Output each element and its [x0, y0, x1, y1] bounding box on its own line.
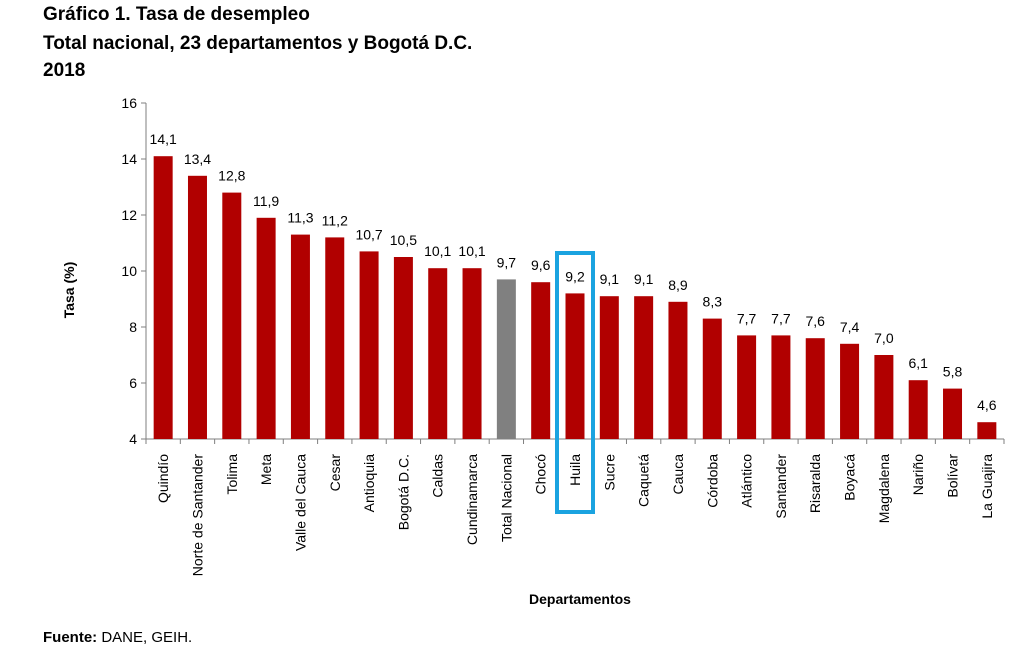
source-text: DANE, GEIH.: [97, 629, 193, 646]
data-label: 9,2: [565, 268, 585, 284]
bar: [599, 296, 619, 439]
data-label: 7,4: [840, 319, 860, 335]
highlight-box: [555, 251, 595, 514]
y-axis-title: Tasa (%): [61, 262, 77, 319]
category-label: Sucre: [601, 454, 617, 491]
data-label: 10,1: [458, 243, 485, 259]
bar: [943, 388, 963, 439]
bar: [702, 318, 722, 439]
y-axis: 4 6 8 10 12 14 16: [121, 95, 147, 447]
data-labels: 14,1 13,4 12,8 11,9 11,3 11,2 10,7 10,5 10,1 10,1…: [150, 131, 997, 413]
category-label: Total Nacional: [498, 454, 514, 542]
category-label: Magdalena: [876, 454, 892, 523]
bar: [496, 279, 516, 439]
category-label: Bolívar: [945, 454, 961, 498]
data-label: 8,3: [703, 294, 723, 310]
bar: [187, 175, 207, 440]
data-label: 11,3: [287, 210, 313, 226]
data-label: 10,7: [355, 226, 382, 242]
bar: [805, 338, 825, 439]
bar: [359, 251, 379, 439]
bar: [668, 301, 688, 439]
bar: [290, 234, 310, 439]
data-label: 10,1: [424, 243, 451, 259]
chart-title-line-1: Gráfico 1. Tasa de desempleo: [43, 4, 310, 25]
chart-title-line-3: 2018: [43, 60, 86, 81]
data-label: 9,7: [497, 254, 517, 270]
bar: [874, 355, 894, 439]
category-label: Cauca: [670, 454, 686, 495]
category-label: Chocó: [533, 454, 549, 495]
data-label: 5,8: [943, 364, 963, 380]
bar: [153, 156, 173, 439]
data-label: 9,1: [634, 271, 654, 287]
y-tick-label: 6: [129, 375, 137, 391]
y-tick-label: 4: [129, 431, 137, 447]
bar: [840, 343, 860, 439]
data-label: 6,1: [908, 355, 928, 371]
data-label: 11,2: [322, 212, 348, 228]
category-label: La Guajira: [979, 454, 995, 519]
category-label: Cundinamarca: [464, 454, 480, 545]
x-axis-title: Departamentos: [529, 591, 631, 607]
bar: [771, 335, 791, 439]
bar: [977, 422, 997, 439]
category-label: Caldas: [430, 454, 446, 498]
data-label: 7,7: [737, 310, 757, 326]
chart-title-line-2: Total nacional, 23 departamentos y Bogot…: [43, 33, 473, 54]
data-label: 8,9: [668, 277, 688, 293]
data-label: 14,1: [150, 131, 177, 147]
data-label: 12,8: [218, 168, 245, 184]
y-tick-label: 16: [121, 95, 137, 111]
data-label: 7,7: [771, 310, 791, 326]
source-note: Fuente: DANE, GEIH.: [43, 629, 192, 646]
category-label: Valle del Cauca: [292, 454, 308, 551]
category-label: Quindío: [155, 454, 171, 503]
bar: [634, 296, 654, 439]
category-label: Cesar: [327, 454, 343, 492]
y-tick-label: 10: [121, 263, 137, 279]
bar: [256, 217, 276, 439]
x-axis: [145, 438, 1005, 444]
data-label: 4,6: [977, 397, 997, 413]
category-label: Meta: [258, 454, 274, 485]
data-label: 7,0: [874, 330, 894, 346]
data-label: 10,5: [390, 232, 417, 248]
category-label: Córdoba: [704, 454, 720, 508]
bars: [153, 156, 997, 440]
data-label: 13,4: [184, 151, 211, 167]
bar: [737, 335, 757, 439]
source-label: Fuente:: [43, 629, 98, 646]
bar: [325, 237, 345, 439]
category-label: Boyacá: [842, 454, 858, 501]
bar: [428, 268, 448, 439]
y-tick-label: 12: [121, 207, 137, 223]
bar: [565, 293, 585, 439]
category-label: Caquetá: [636, 454, 652, 507]
y-tick-label: 14: [121, 151, 137, 167]
data-label: 11,9: [253, 193, 279, 209]
bar: [908, 380, 928, 439]
bar: [393, 257, 413, 439]
category-label: Norte de Santander: [189, 454, 205, 577]
data-label: 9,1: [600, 271, 620, 287]
data-label: 9,6: [531, 257, 551, 273]
data-label: 7,6: [806, 313, 826, 329]
y-tick-label: 8: [129, 319, 137, 335]
bar: [531, 282, 551, 439]
category-label: Nariño: [910, 454, 926, 495]
bar: [222, 192, 242, 439]
category-label: Risaralda: [807, 454, 823, 513]
category-labels: Quindío Norte de Santander Tolima Meta Valle…: [155, 454, 995, 577]
category-label: Tolima: [224, 454, 240, 495]
category-label: Bogotá D.C.: [395, 454, 411, 530]
bar: [462, 268, 482, 439]
category-label: Huila: [567, 454, 583, 486]
category-label: Santander: [773, 454, 789, 519]
category-label: Antioquia: [361, 454, 377, 513]
category-label: Atlántico: [739, 454, 755, 508]
